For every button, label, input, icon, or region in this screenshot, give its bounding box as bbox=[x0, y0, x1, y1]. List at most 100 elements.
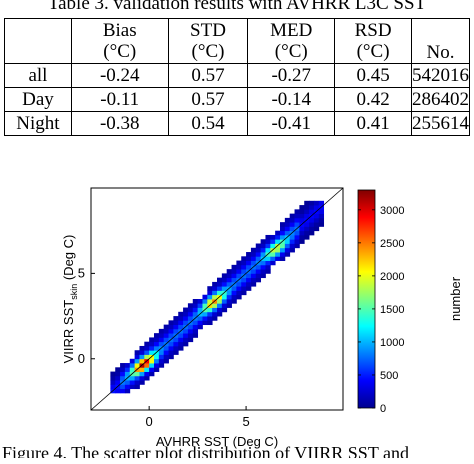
heatmap-cell bbox=[124, 380, 131, 385]
heatmap-cell bbox=[197, 324, 203, 330]
heatmap-cell bbox=[154, 345, 160, 351]
heatmap-cell bbox=[299, 226, 305, 232]
heatmap-cell bbox=[197, 316, 203, 321]
y-tick-label: 5 bbox=[78, 265, 85, 280]
heatmap-cell bbox=[192, 328, 199, 334]
heatmap-cell bbox=[241, 256, 247, 261]
heatmap-cell bbox=[154, 367, 160, 372]
heatmap-cell bbox=[120, 363, 126, 368]
heatmap-cell bbox=[207, 290, 213, 296]
heatmap-cell bbox=[284, 247, 291, 253]
validation-table: Bias (°C) STD (°C) MED (°C) RSD (°C) No. all… bbox=[4, 18, 470, 136]
heatmap-cell bbox=[246, 256, 252, 261]
heatmap-cell bbox=[304, 213, 310, 219]
y-axis-ticks: 05 bbox=[78, 265, 95, 366]
heatmap-cell bbox=[154, 363, 160, 368]
heatmap-cell bbox=[221, 277, 228, 283]
heatmap-cell bbox=[221, 299, 228, 304]
heatmap-cell bbox=[284, 217, 291, 223]
heatmap-cell bbox=[187, 303, 194, 308]
heatmap-cell bbox=[304, 200, 310, 206]
heatmap-cell bbox=[207, 299, 213, 304]
heatmap-cell bbox=[313, 205, 320, 210]
heatmap-cell bbox=[221, 286, 228, 291]
heatmap-cell bbox=[226, 281, 232, 287]
heatmap-cell bbox=[246, 264, 252, 270]
heatmap-cell bbox=[192, 311, 199, 317]
heatmap-cell bbox=[212, 307, 218, 313]
heatmap-cell bbox=[139, 354, 145, 360]
heatmap-cell bbox=[115, 380, 121, 385]
heatmap-cell bbox=[187, 337, 194, 343]
heatmap-cell bbox=[173, 328, 179, 334]
heatmap-cell bbox=[270, 239, 276, 244]
heatmap-cell bbox=[280, 226, 286, 232]
heatmap-cell bbox=[294, 217, 300, 223]
heatmap-cell bbox=[139, 375, 145, 381]
heatmap-cell bbox=[299, 209, 305, 215]
heatmap-cell bbox=[226, 277, 232, 283]
colorbar-tick-label: 3000 bbox=[380, 205, 404, 217]
heatmap-cell bbox=[178, 324, 184, 330]
heatmap-cell bbox=[154, 354, 160, 360]
heatmap-cell bbox=[275, 234, 281, 240]
heatmap-cell bbox=[231, 269, 237, 274]
heatmap-cell bbox=[226, 303, 232, 308]
cell-rsd: 0.45 bbox=[334, 63, 412, 88]
heatmap-cell bbox=[309, 226, 315, 232]
heatmap-cell bbox=[139, 367, 145, 372]
heatmap-cell bbox=[134, 375, 140, 381]
heatmap-cell bbox=[313, 200, 320, 206]
heatmap-cell bbox=[207, 311, 213, 317]
heatmap-cell bbox=[294, 222, 300, 227]
heatmap-cell bbox=[221, 294, 228, 300]
heatmap-cell bbox=[183, 337, 189, 343]
heatmap-cell bbox=[110, 375, 116, 381]
heatmap-cell bbox=[260, 247, 266, 253]
heatmap-cell bbox=[110, 371, 116, 377]
heatmap-cell bbox=[197, 320, 203, 326]
heatmap-cell bbox=[110, 384, 116, 390]
heatmap-cell bbox=[158, 328, 165, 334]
heatmap-cell bbox=[144, 345, 150, 351]
heatmap-cell bbox=[304, 205, 310, 210]
heatmap-cell bbox=[124, 384, 131, 390]
heatmap-cell bbox=[284, 243, 291, 249]
heatmap-cell bbox=[241, 269, 247, 274]
cell-std: 0.57 bbox=[167, 87, 249, 112]
heatmap-cell bbox=[134, 371, 140, 377]
heatmap-cell bbox=[289, 239, 295, 244]
heatmap-cell bbox=[241, 286, 247, 291]
cell-std: 0.54 bbox=[167, 111, 249, 136]
heatmap-cell bbox=[246, 252, 252, 257]
heatmap-cell bbox=[255, 269, 262, 274]
heatmap-cell bbox=[115, 367, 121, 372]
heatmap-cell bbox=[255, 273, 262, 279]
heatmap-cell bbox=[158, 333, 165, 338]
heatmap-cell bbox=[173, 341, 179, 347]
heatmap-cell bbox=[270, 252, 276, 257]
cell-rsd: 0.42 bbox=[334, 87, 412, 112]
heatmap-cell bbox=[299, 239, 305, 244]
colorbar-tick-label: 2500 bbox=[380, 238, 404, 250]
heatmap-cell bbox=[231, 264, 237, 270]
header-cell-std: STD (°C) bbox=[167, 18, 249, 64]
table-row: all -0.24 0.57 -0.27 0.45 542016 bbox=[4, 63, 470, 88]
heatmap-cell bbox=[241, 281, 247, 287]
y-tick-label: 0 bbox=[78, 351, 85, 366]
heatmap-cell bbox=[231, 299, 237, 304]
heatmap-cell bbox=[124, 371, 131, 377]
table-header-row: Bias (°C) STD (°C) MED (°C) RSD (°C) No. bbox=[4, 18, 470, 64]
heatmap-cell bbox=[217, 281, 223, 287]
heatmap-cell bbox=[168, 345, 174, 351]
heatmap-cell bbox=[241, 290, 247, 296]
heatmap-cell bbox=[299, 217, 305, 223]
heatmap-cell bbox=[183, 320, 189, 326]
heatmap-cell bbox=[236, 269, 242, 274]
heatmap-cell bbox=[217, 290, 223, 296]
header-cell-rsd: RSD (°C) bbox=[334, 18, 412, 64]
cell-bias: -0.24 bbox=[70, 63, 169, 88]
row-label: Day bbox=[4, 87, 72, 112]
heatmap-cell bbox=[255, 243, 262, 249]
heatmap-cell bbox=[217, 311, 223, 317]
